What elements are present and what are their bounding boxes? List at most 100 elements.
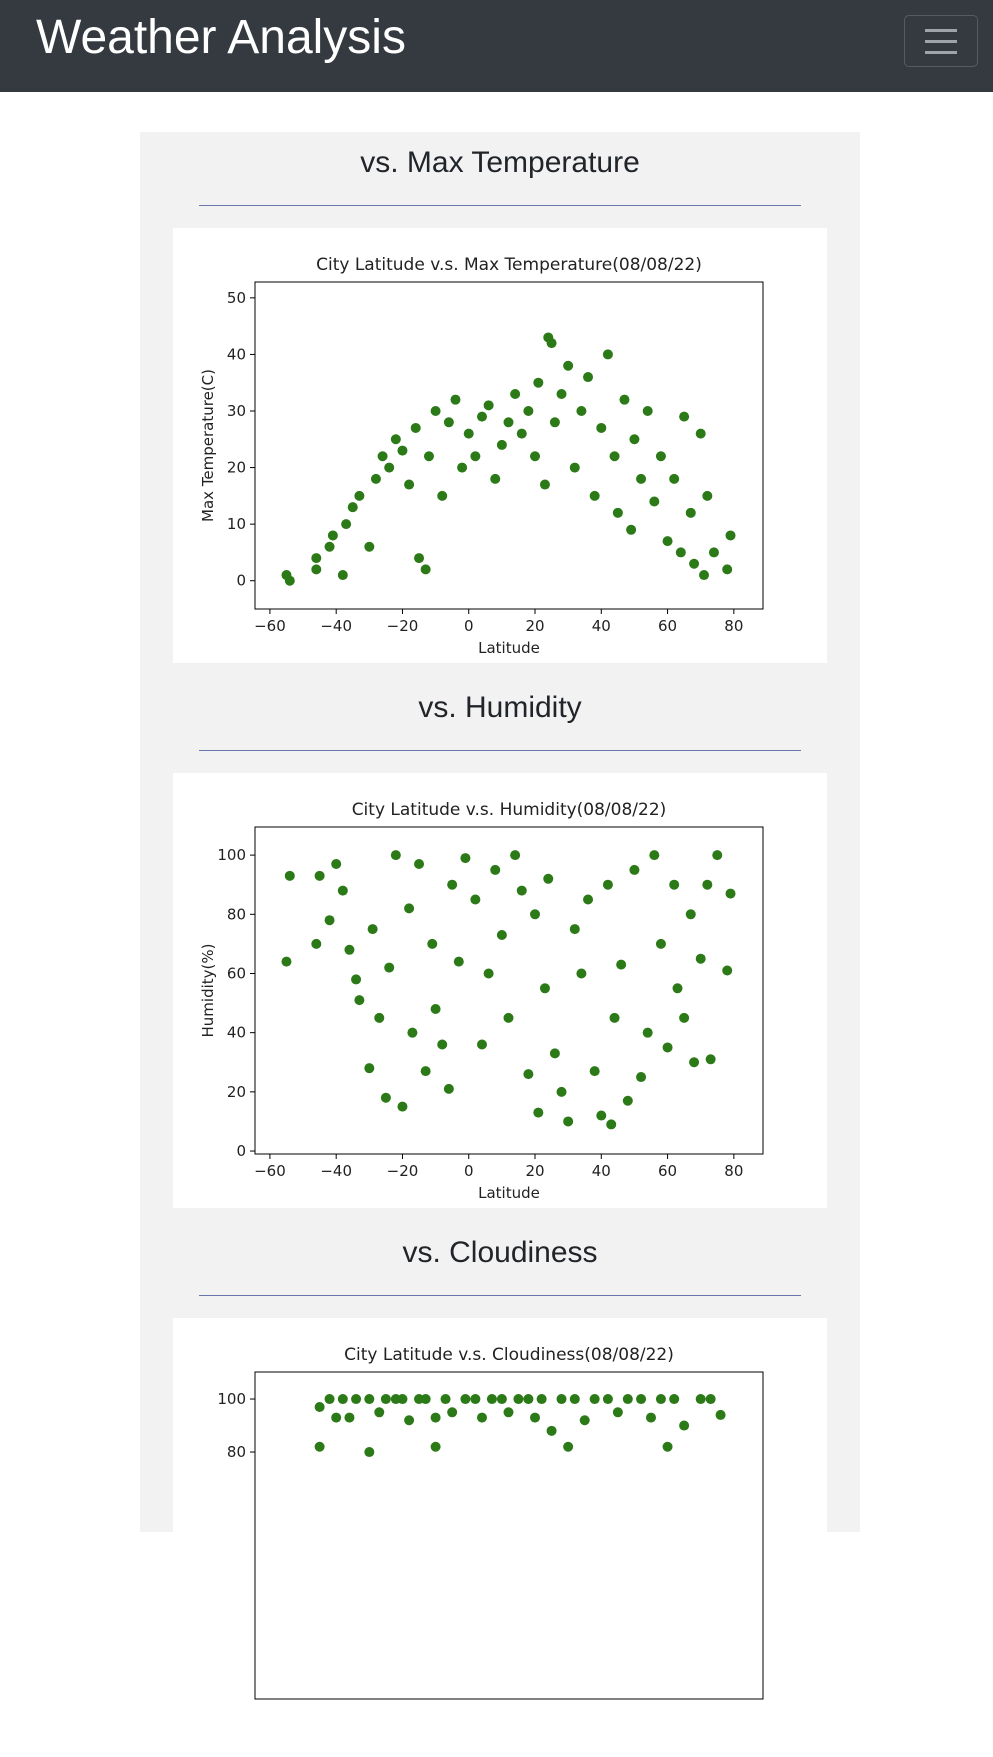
point — [583, 894, 594, 905]
point — [341, 519, 352, 530]
divider — [199, 205, 801, 206]
point — [430, 1412, 441, 1423]
point — [655, 1394, 666, 1405]
point — [364, 1447, 375, 1458]
point — [702, 879, 713, 890]
point — [447, 1407, 458, 1418]
point — [672, 983, 683, 994]
point — [460, 1394, 471, 1405]
point — [397, 445, 408, 456]
point — [384, 462, 395, 473]
point — [314, 1401, 325, 1412]
section-heading: vs. Humidity — [418, 691, 582, 724]
point — [679, 1420, 690, 1431]
chart-title: City Latitude v.s. Cloudiness(08/08/22) — [344, 1345, 674, 1365]
point — [549, 417, 560, 428]
point — [685, 909, 696, 920]
point — [556, 389, 567, 400]
y-tick-label: 0 — [236, 1142, 246, 1160]
point — [533, 1107, 544, 1118]
divider — [199, 750, 801, 751]
point — [675, 547, 686, 558]
point — [516, 428, 527, 439]
point — [374, 1012, 385, 1023]
point — [490, 473, 501, 484]
point — [536, 1394, 547, 1405]
point — [380, 1394, 391, 1405]
point — [679, 411, 690, 422]
point — [636, 1394, 647, 1405]
point — [311, 564, 322, 575]
point — [602, 1394, 613, 1405]
point — [284, 870, 295, 881]
point — [496, 439, 507, 450]
menu-toggle[interactable] — [904, 15, 978, 67]
chart: City Latitude v.s. Max Temperature(08/08… — [199, 255, 764, 657]
point — [596, 422, 607, 433]
point — [354, 490, 365, 501]
point — [420, 564, 431, 575]
point — [609, 451, 620, 462]
plot-frame — [254, 281, 764, 610]
point — [470, 1394, 481, 1405]
chart: City Latitude v.s. Cloudiness(08/08/22) 8… — [217, 1345, 764, 1700]
point — [569, 1394, 580, 1405]
point — [725, 530, 736, 541]
point — [364, 541, 375, 552]
point — [476, 411, 487, 422]
point — [629, 864, 640, 875]
y-tick-label: 40 — [227, 345, 246, 363]
point — [612, 1407, 623, 1418]
x-tick-label: 40 — [592, 1162, 611, 1180]
point — [450, 394, 461, 405]
x-tick-label: −40 — [320, 1162, 352, 1180]
y-axis-label: Humidity(%) — [199, 944, 217, 1038]
point — [602, 349, 613, 360]
point — [423, 451, 434, 462]
x-tick-label: 60 — [658, 617, 677, 635]
point — [390, 850, 401, 861]
point — [649, 496, 660, 507]
point — [453, 956, 464, 967]
point — [539, 983, 550, 994]
point — [583, 372, 594, 383]
point — [337, 570, 348, 581]
y-tick-label: 10 — [227, 515, 246, 533]
point — [463, 428, 474, 439]
point — [705, 1394, 716, 1405]
x-tick-label: 60 — [658, 1162, 677, 1180]
point — [427, 938, 438, 949]
point — [642, 405, 653, 416]
point — [490, 864, 501, 875]
point — [722, 965, 733, 976]
y-tick-label: 20 — [227, 1083, 246, 1101]
point — [662, 1042, 673, 1053]
point — [602, 879, 613, 890]
point — [708, 547, 719, 558]
point — [443, 1083, 454, 1094]
divider — [199, 1295, 801, 1296]
point — [351, 974, 362, 985]
plot-frame — [254, 826, 764, 1155]
x-tick-label: 0 — [464, 617, 474, 635]
section-heading: vs. Cloudiness — [402, 1236, 598, 1269]
point — [523, 1069, 534, 1080]
point — [324, 541, 335, 552]
point — [589, 490, 600, 501]
chart: City Latitude v.s. Humidity(08/08/22) Lat… — [199, 800, 764, 1202]
point — [516, 885, 527, 896]
x-tick-label: 0 — [464, 1162, 474, 1180]
point — [695, 1394, 706, 1405]
point — [556, 1394, 567, 1405]
y-tick-label: 100 — [217, 1390, 246, 1408]
point — [470, 451, 481, 462]
point — [331, 858, 342, 869]
point — [725, 888, 736, 899]
point — [612, 507, 623, 518]
y-tick-label: 80 — [227, 1443, 246, 1461]
site-title[interactable]: Weather Analysis — [36, 11, 406, 64]
point — [530, 1412, 541, 1423]
point — [347, 502, 358, 513]
point — [420, 1394, 431, 1405]
point — [440, 1394, 451, 1405]
